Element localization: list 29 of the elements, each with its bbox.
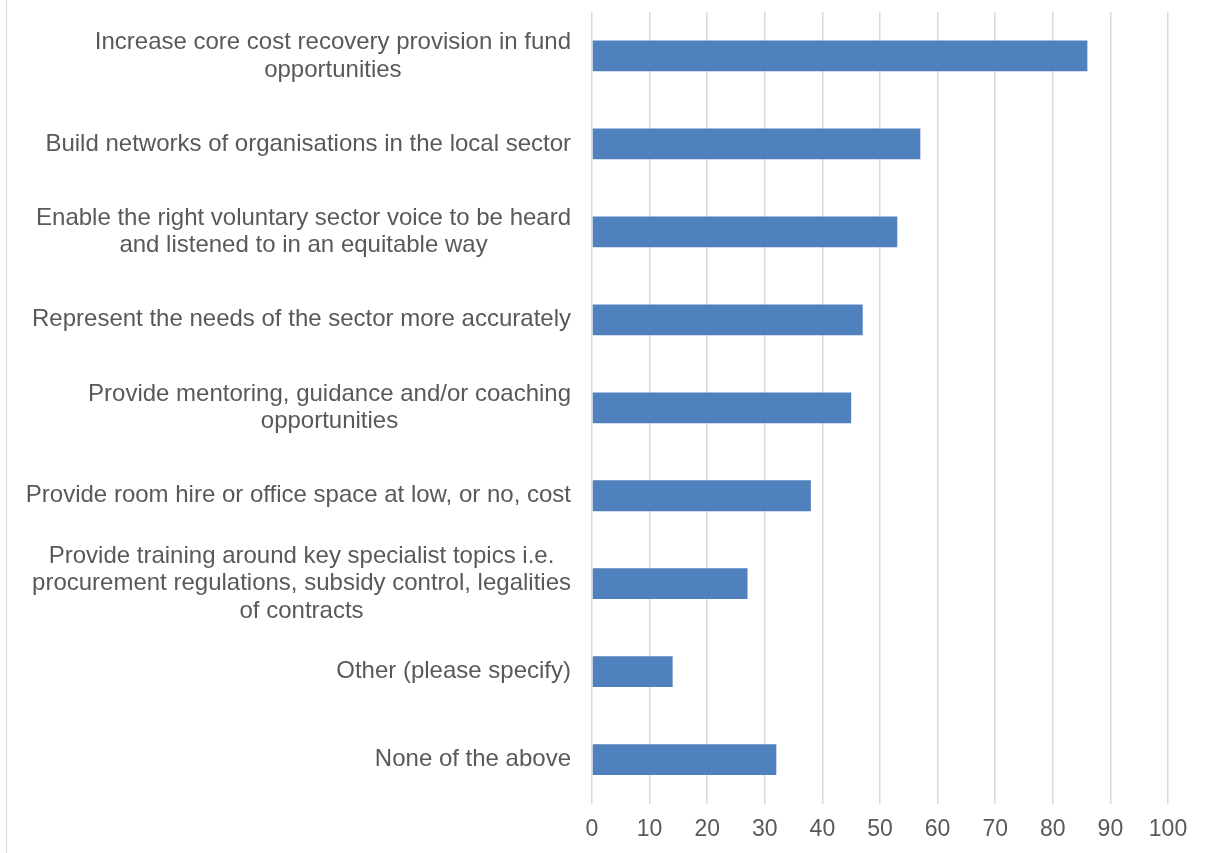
x-tick-label: 30 xyxy=(752,814,778,841)
x-tick-label: 90 xyxy=(1097,814,1124,841)
bar xyxy=(592,568,748,600)
x-tick-label: 60 xyxy=(924,814,951,841)
y-tick-label: None of the above xyxy=(374,744,571,772)
bar xyxy=(592,392,852,424)
bar xyxy=(592,480,811,512)
x-tick-label: 50 xyxy=(867,814,893,841)
y-tick-label: Build networks of organisations in the local sector xyxy=(45,128,572,156)
x-tick-label: 20 xyxy=(694,814,720,841)
y-tick-label: Other (please specify) xyxy=(336,656,571,684)
bar xyxy=(592,744,777,776)
x-tick-label: 0 xyxy=(585,814,599,841)
y-tick-label: Enable the right voluntary sector voice to be heard and listened to in an equitable way xyxy=(36,202,571,258)
y-tick-label: Provide training around key specialist topics i.e. procurement regulations, subsidy control, legalities of contracts xyxy=(32,540,571,624)
y-tick-label: Provide room hire or office space at low, or no, cost xyxy=(25,480,572,508)
y-tick-label: Increase core cost recovery provision in fund opportunities xyxy=(94,26,571,82)
bar xyxy=(592,304,863,336)
bar xyxy=(592,656,673,688)
x-tick-label: 80 xyxy=(1040,814,1066,841)
x-tick-label: 10 xyxy=(636,814,663,841)
y-tick-label: Provide mentoring, guidance and/or coaching opportunities xyxy=(88,378,571,434)
y-tick-label: Represent the needs of the sector more accurately xyxy=(32,304,572,332)
bar xyxy=(592,216,898,248)
x-tick-label: 70 xyxy=(982,814,1008,841)
bar xyxy=(592,40,1088,72)
x-tick-label: 100 xyxy=(1148,814,1188,841)
x-tick-label: 40 xyxy=(809,814,836,841)
bar xyxy=(592,128,921,160)
